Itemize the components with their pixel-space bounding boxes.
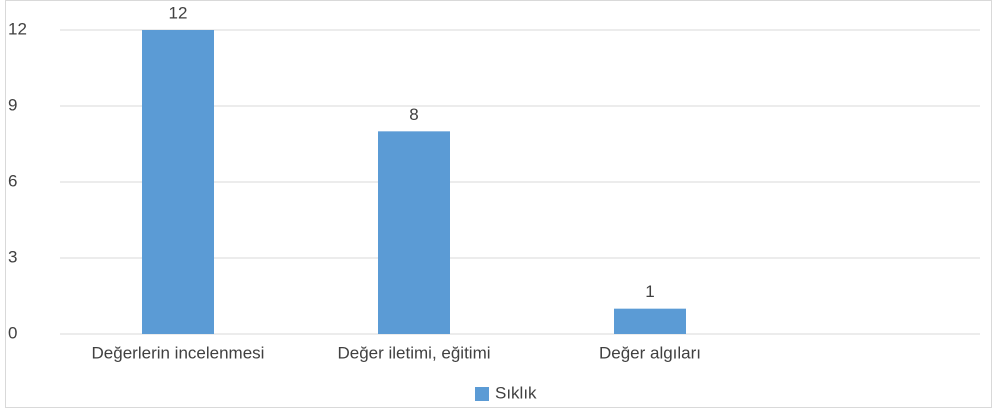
data-label: 1 [645, 282, 654, 301]
x-tick-label: Değerlerin incelenmesi [92, 343, 265, 362]
y-tick-label: 6 [8, 171, 17, 190]
y-tick-label: 0 [8, 323, 17, 342]
bar [142, 30, 214, 334]
data-label: 8 [409, 105, 418, 124]
legend-label: Sıklık [495, 383, 537, 402]
y-tick-label: 12 [8, 19, 27, 38]
bar [378, 131, 450, 334]
x-tick-label: Değer iletimi, eğitimi [337, 343, 490, 362]
y-tick-label: 9 [8, 95, 17, 114]
legend-swatch [475, 387, 489, 401]
x-tick-label: Değer algıları [599, 343, 701, 362]
data-label: 12 [169, 3, 188, 22]
y-tick-label: 3 [8, 247, 17, 266]
bar [614, 308, 686, 334]
